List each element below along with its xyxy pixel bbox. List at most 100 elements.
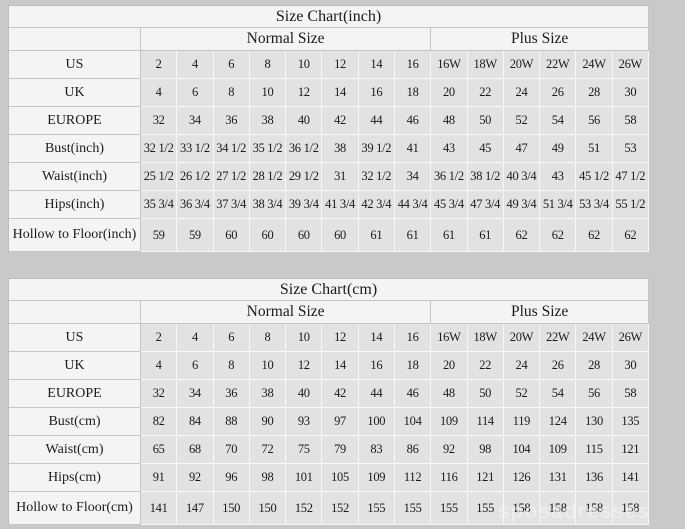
plus-size-header: Plus Size <box>431 301 649 324</box>
size-row: Bust(cm) 82 84 88 90 93 97 100 104 109 114 119 124 13… <box>9 408 649 436</box>
size-cell: 14 <box>358 51 395 79</box>
size-cell: 46 <box>394 107 432 135</box>
size-cell: 100 <box>358 408 395 436</box>
table-title: Size Chart(cm) <box>9 279 649 301</box>
size-cell: 141 <box>612 464 649 492</box>
size-cell: 155 <box>431 492 468 525</box>
size-cell: 54 <box>540 107 577 135</box>
size-cell: 62 <box>576 219 613 252</box>
size-cell: 36 1/2 <box>286 135 323 163</box>
size-cell: 150 <box>249 492 287 525</box>
group-header-row: Normal Size Plus Size <box>9 301 649 324</box>
size-cell: 56 <box>576 380 613 408</box>
size-cell: 34 1/2 <box>213 135 250 163</box>
normal-size-header: Normal Size <box>141 28 432 51</box>
size-cell: 104 <box>503 436 541 464</box>
size-cell: 26 <box>540 352 577 380</box>
size-row: Hollow to Floor(inch) 59 59 60 60 60 60 61 61 61 6… <box>9 219 649 252</box>
title-row: Size Chart(inch) <box>9 6 649 28</box>
size-cell: 36 3/4 <box>177 191 214 219</box>
size-cell: 10 <box>286 51 323 79</box>
size-cell: 28 1/2 <box>249 163 287 191</box>
size-cell: 86 <box>394 436 432 464</box>
size-cell: 52 <box>503 107 541 135</box>
size-cell: 10 <box>286 324 323 352</box>
size-cell: 136 <box>576 464 613 492</box>
row-label: Waist(inch) <box>9 163 141 191</box>
size-cell: 65 <box>141 436 178 464</box>
size-cell: 16W <box>431 51 468 79</box>
size-cell: 8 <box>249 51 287 79</box>
size-cell: 47 1/2 <box>612 163 649 191</box>
size-cell: 97 <box>322 408 359 436</box>
size-cell: 2 <box>141 51 178 79</box>
size-cell: 47 <box>503 135 541 163</box>
size-cell: 48 <box>431 107 468 135</box>
size-cell: 28 <box>576 352 613 380</box>
size-cell: 60 <box>213 219 250 252</box>
size-cell: 75 <box>286 436 323 464</box>
size-cell: 130 <box>576 408 613 436</box>
size-cell: 79 <box>322 436 359 464</box>
size-cell: 49 3/4 <box>503 191 541 219</box>
size-cell: 59 <box>177 219 214 252</box>
size-cell: 58 <box>612 380 649 408</box>
size-cell: 14 <box>322 79 359 107</box>
size-cell: 34 <box>394 163 432 191</box>
size-cell: 158 <box>612 492 649 525</box>
normal-size-header: Normal Size <box>141 301 432 324</box>
table-title: Size Chart(inch) <box>9 6 649 28</box>
size-cell: 43 <box>431 135 468 163</box>
size-cell: 62 <box>503 219 541 252</box>
size-cell: 10 <box>249 79 287 107</box>
size-cell: 41 <box>394 135 432 163</box>
corner-cell <box>9 301 141 324</box>
size-cell: 42 <box>322 107 359 135</box>
size-cell: 16 <box>394 324 432 352</box>
row-label: US <box>9 324 141 352</box>
size-cell: 50 <box>467 107 504 135</box>
title-row: Size Chart(cm) <box>9 279 649 301</box>
size-chart-inch-table: Size Chart(inch) Normal Size Plus Size U… <box>8 5 649 252</box>
group-header-row: Normal Size Plus Size <box>9 28 649 51</box>
row-label: UK <box>9 352 141 380</box>
size-cell: 44 <box>358 380 395 408</box>
size-cell: 38 <box>249 107 287 135</box>
size-cell: 96 <box>213 464 250 492</box>
size-cell: 83 <box>358 436 395 464</box>
size-cell: 55 1/2 <box>612 191 649 219</box>
size-cell: 41 3/4 <box>322 191 359 219</box>
size-cell: 16 <box>358 352 395 380</box>
size-cell: 27 1/2 <box>213 163 250 191</box>
size-cell: 40 3/4 <box>503 163 541 191</box>
size-cell: 36 <box>213 380 250 408</box>
size-cell: 35 3/4 <box>141 191 178 219</box>
size-row: Waist(inch) 25 1/2 26 1/2 27 1/2 28 1/2 29 1/… <box>9 163 649 191</box>
size-cell: 90 <box>249 408 287 436</box>
size-cell: 70 <box>213 436 250 464</box>
size-cell: 84 <box>177 408 214 436</box>
size-cell: 141 <box>141 492 178 525</box>
size-row: EUROPE 32 34 36 38 40 42 44 46 48 50 52 54 56 58 <box>9 380 649 408</box>
size-cell: 47 3/4 <box>467 191 504 219</box>
size-cell: 126 <box>503 464 541 492</box>
size-cell: 49 <box>540 135 577 163</box>
size-cell: 150 <box>213 492 250 525</box>
size-cell: 34 <box>177 380 214 408</box>
size-cell: 36 <box>213 107 250 135</box>
size-cell: 61 <box>467 219 504 252</box>
size-cell: 8 <box>213 352 250 380</box>
size-cell: 82 <box>141 408 178 436</box>
plus-size-header: Plus Size <box>431 28 649 51</box>
size-cell: 4 <box>141 79 178 107</box>
size-cell: 45 3/4 <box>431 191 468 219</box>
size-cell: 16 <box>394 51 432 79</box>
size-cell: 12 <box>322 51 359 79</box>
size-cell: 26W <box>612 324 649 352</box>
size-cell: 42 <box>322 380 359 408</box>
size-cell: 61 <box>394 219 432 252</box>
size-cell: 101 <box>286 464 323 492</box>
size-cell: 61 <box>431 219 468 252</box>
size-cell: 26 <box>540 79 577 107</box>
size-cell: 92 <box>177 464 214 492</box>
